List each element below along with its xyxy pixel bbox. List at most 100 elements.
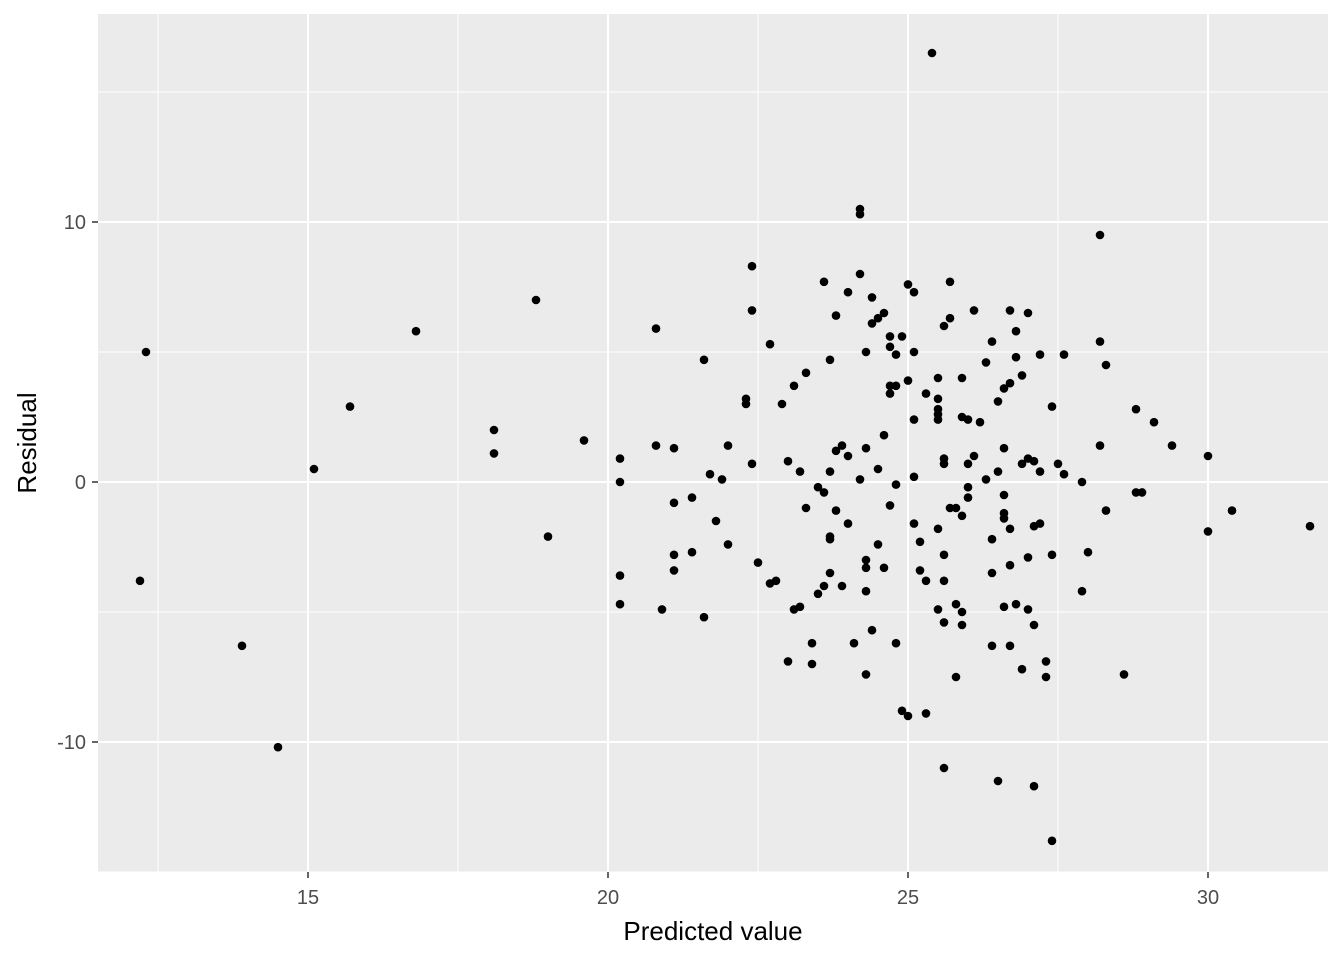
data-point	[699, 355, 709, 365]
data-point	[807, 659, 817, 669]
data-point	[999, 490, 1009, 500]
x-tick-label: 20	[597, 887, 619, 909]
data-point	[579, 436, 589, 445]
data-point	[963, 415, 973, 424]
data-point	[915, 537, 925, 547]
data-point	[795, 467, 805, 476]
data-point	[1077, 477, 1087, 487]
data-point	[867, 319, 877, 328]
x-tick-label: 30	[1197, 887, 1219, 909]
data-point	[1023, 308, 1033, 318]
data-point	[921, 709, 931, 718]
data-point	[861, 670, 871, 679]
data-point	[1095, 230, 1105, 240]
data-point	[825, 355, 835, 365]
data-point	[669, 443, 679, 453]
data-point	[1017, 459, 1027, 469]
data-point	[981, 475, 991, 484]
data-point	[795, 602, 805, 612]
y-axis-ticks: -10 0 10	[57, 212, 98, 754]
data-point	[843, 451, 853, 461]
data-point	[687, 493, 697, 502]
data-point	[969, 306, 979, 315]
data-point	[957, 511, 967, 521]
data-point	[993, 467, 1003, 476]
data-point	[855, 475, 865, 484]
data-point	[1053, 459, 1063, 469]
data-point	[909, 415, 919, 424]
data-point	[1011, 326, 1021, 336]
data-point	[855, 269, 865, 279]
data-point	[861, 563, 871, 573]
data-point	[777, 399, 787, 409]
data-point	[1101, 506, 1111, 515]
data-point	[879, 430, 889, 440]
data-point	[921, 576, 931, 586]
data-point	[939, 576, 949, 586]
data-point	[1077, 586, 1087, 596]
data-point	[993, 776, 1003, 786]
data-point	[843, 287, 853, 297]
data-point	[753, 558, 763, 567]
data-point	[891, 350, 901, 359]
data-point	[543, 532, 553, 541]
data-point	[1095, 337, 1105, 346]
data-point	[975, 417, 985, 427]
data-point	[861, 347, 871, 357]
data-point	[987, 534, 997, 544]
data-point	[933, 415, 943, 424]
data-point	[1029, 620, 1039, 630]
data-point	[891, 381, 901, 391]
data-point	[1131, 404, 1141, 414]
data-point	[855, 204, 865, 214]
data-point	[957, 373, 967, 383]
data-point	[825, 534, 835, 544]
data-point	[723, 540, 733, 549]
data-point	[897, 706, 907, 716]
data-point	[831, 446, 841, 456]
data-point	[879, 308, 889, 318]
data-point	[747, 306, 757, 315]
data-point	[843, 519, 853, 528]
data-point	[135, 576, 145, 586]
data-point	[1095, 441, 1105, 450]
y-tick-label: 10	[64, 212, 86, 234]
data-point	[1041, 657, 1051, 666]
data-point	[807, 638, 817, 648]
data-point	[801, 503, 811, 513]
data-point	[1137, 488, 1147, 497]
data-point	[921, 389, 931, 398]
data-point	[939, 618, 949, 627]
data-point	[1305, 521, 1315, 531]
data-point	[909, 347, 919, 357]
data-point	[1011, 599, 1021, 609]
data-point	[939, 763, 949, 773]
data-point	[909, 287, 919, 297]
x-axis-ticks: 15 20 25 30	[297, 872, 1219, 909]
data-point	[345, 402, 355, 411]
data-point	[723, 441, 733, 450]
data-point	[861, 586, 871, 596]
data-point	[141, 347, 151, 357]
data-point	[273, 742, 283, 752]
data-point	[741, 394, 751, 404]
data-point	[981, 358, 991, 367]
data-point	[1149, 417, 1159, 427]
plot-panel	[98, 14, 1328, 872]
data-point	[819, 277, 829, 287]
data-point	[717, 475, 727, 484]
data-point	[1023, 605, 1033, 614]
x-axis-title: Predicted value	[623, 916, 802, 946]
data-point	[873, 313, 883, 323]
data-point	[885, 381, 895, 391]
data-point	[801, 368, 811, 378]
data-point	[1035, 350, 1045, 359]
data-point	[903, 711, 913, 721]
data-point	[819, 488, 829, 497]
data-point	[987, 337, 997, 346]
data-point	[1059, 469, 1069, 479]
data-point	[309, 464, 319, 474]
data-point	[1029, 456, 1039, 466]
data-point	[615, 599, 625, 609]
